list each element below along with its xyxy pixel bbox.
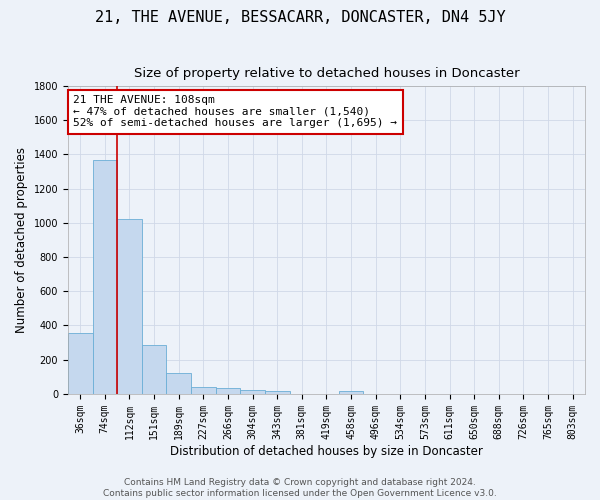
Bar [191, 387, 215, 394]
Text: Contains HM Land Registry data © Crown copyright and database right 2024.
Contai: Contains HM Land Registry data © Crown c… [103, 478, 497, 498]
Text: 21, THE AVENUE, BESSACARR, DONCASTER, DN4 5JY: 21, THE AVENUE, BESSACARR, DONCASTER, DN… [95, 10, 505, 25]
Bar [117, 220, 142, 394]
Bar [339, 391, 364, 394]
Bar [265, 391, 290, 394]
X-axis label: Distribution of detached houses by size in Doncaster: Distribution of detached houses by size … [170, 444, 483, 458]
Y-axis label: Number of detached properties: Number of detached properties [15, 147, 28, 333]
Bar [215, 388, 240, 394]
Text: 21 THE AVENUE: 108sqm
← 47% of detached houses are smaller (1,540)
52% of semi-d: 21 THE AVENUE: 108sqm ← 47% of detached … [73, 95, 397, 128]
Bar [142, 345, 166, 394]
Bar [92, 160, 117, 394]
Bar [166, 372, 191, 394]
Title: Size of property relative to detached houses in Doncaster: Size of property relative to detached ho… [134, 68, 519, 80]
Bar [68, 333, 92, 394]
Bar [240, 390, 265, 394]
